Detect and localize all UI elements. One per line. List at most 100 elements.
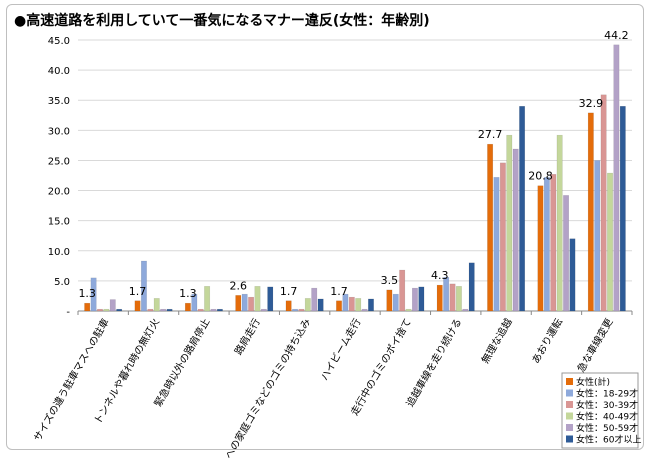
legend-swatch [566, 378, 573, 385]
legend-label: 女性(計) [576, 376, 610, 388]
legend-swatch [566, 435, 573, 443]
data-label: 3.5 [381, 274, 399, 287]
legend-label: 女性：50-59才 [576, 422, 638, 434]
legend-swatch [566, 424, 573, 431]
bar [342, 293, 349, 312]
bar [412, 287, 418, 312]
bar [184, 302, 191, 312]
bar [254, 286, 261, 312]
bar [292, 308, 298, 312]
bar [311, 287, 318, 312]
bar [235, 295, 242, 312]
y-tick-label: 5.0 [54, 277, 70, 288]
bar [499, 162, 506, 312]
x-category-label: 路肩走行 [232, 316, 263, 357]
bar [348, 296, 355, 312]
bar [191, 293, 198, 312]
bar [543, 177, 550, 312]
data-label: 27.7 [478, 128, 503, 141]
bar [204, 286, 211, 312]
data-label: 2.6 [230, 279, 248, 292]
legend-swatch [566, 401, 573, 408]
bar [594, 160, 601, 312]
legend-label: 女性：40-49才 [576, 411, 638, 423]
bar [587, 112, 594, 312]
bar [368, 298, 374, 312]
legend-swatch [566, 412, 573, 420]
bar [436, 284, 443, 312]
bar [116, 308, 123, 312]
bar [512, 148, 519, 312]
bar [449, 283, 456, 312]
bar [153, 298, 160, 312]
bar [317, 298, 324, 312]
bar [392, 293, 399, 312]
legend-swatch [566, 389, 573, 397]
bar [619, 105, 626, 312]
chart-title: ●高速道路を利用していて一番気になるマナー違反(女性：年齢別) [14, 13, 430, 29]
bar [556, 134, 563, 312]
x-category-label: 緊急時以外の路肩停止 [151, 316, 212, 409]
bar [267, 286, 274, 312]
data-label: 1.3 [78, 287, 96, 300]
bar [298, 308, 305, 312]
bar [418, 286, 425, 312]
bar [519, 105, 526, 312]
x-category-label: 急な車線変更 [574, 316, 615, 374]
bar [97, 308, 103, 312]
y-tick-label: 15.0 [48, 217, 70, 228]
y-tick-label: 20.0 [48, 187, 70, 198]
bar [569, 238, 576, 312]
data-label: 44.2 [604, 29, 629, 42]
bar [160, 308, 167, 312]
data-label: 1.3 [179, 287, 197, 300]
bar [537, 185, 544, 312]
bar [386, 289, 393, 312]
bar [84, 302, 91, 312]
bar [462, 308, 469, 312]
y-tick-label: 25.0 [48, 156, 70, 167]
bar [607, 172, 613, 312]
bar [103, 308, 110, 312]
bar [216, 308, 223, 312]
legend-label: 女性：18-29才 [576, 388, 638, 400]
bar [405, 308, 412, 312]
data-label: 1.7 [330, 285, 348, 298]
x-category-label: SAへの家庭ゴミなどのゴミの持ち込み [215, 316, 313, 458]
bar [600, 94, 607, 312]
bar [210, 308, 217, 312]
bar [355, 298, 362, 312]
data-label: 1.7 [129, 285, 147, 298]
bar [248, 296, 255, 312]
bar [260, 308, 267, 312]
bar [166, 308, 173, 312]
y-tick-label: 40.0 [48, 66, 70, 77]
y-tick-label: 35.0 [48, 96, 70, 107]
data-label: 32.9 [579, 97, 604, 110]
bar [197, 308, 204, 312]
legend-label: 女性：30-39才 [576, 399, 638, 411]
bar [468, 262, 475, 312]
bar [90, 277, 97, 312]
x-category-label: あおり運転 [530, 317, 565, 366]
y-tick-label: 45.0 [48, 36, 70, 47]
bar [506, 134, 513, 312]
data-label: 4.3 [431, 269, 449, 282]
chart-frame [6, 4, 644, 450]
x-category-label: 追越車線を走り続ける [403, 316, 464, 409]
x-category-label: ハイビーム走行 [318, 316, 364, 383]
y-tick-label: 30.0 [48, 126, 70, 137]
data-label: 20.8 [528, 170, 553, 183]
bar [487, 143, 494, 312]
bar [241, 293, 248, 312]
bar [361, 308, 368, 312]
bar [141, 260, 147, 312]
bar [493, 177, 500, 312]
bar [399, 269, 406, 312]
bar [336, 300, 342, 312]
bar [443, 277, 450, 312]
bar [563, 195, 569, 312]
bar [285, 300, 292, 312]
y-tick-label: 10.0 [48, 247, 70, 258]
